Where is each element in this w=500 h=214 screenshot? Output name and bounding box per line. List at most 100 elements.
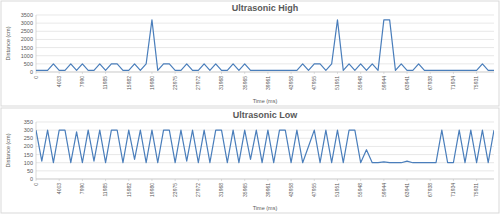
x-tick (430, 72, 431, 74)
x-tick (407, 179, 408, 181)
y-tick-label: 150 (24, 152, 33, 158)
grid-line (36, 39, 494, 40)
x-tick (337, 72, 338, 74)
y-tick-label: 1500 (21, 45, 33, 51)
x-tick (221, 72, 222, 74)
grid-line (36, 23, 494, 24)
x-tick-label: 55948 (357, 76, 363, 90)
x-tick (244, 179, 245, 181)
data-line (36, 20, 494, 70)
grid-line (36, 72, 494, 73)
grid-line (36, 31, 494, 32)
x-tick-label: 0 (33, 183, 39, 186)
x-tick (314, 179, 315, 181)
y-axis-title: Distance (cm) (5, 133, 11, 167)
x-tick-label: 15982 (126, 183, 132, 197)
y-axis-title: Distance (cm) (5, 26, 11, 60)
x-tick (360, 179, 361, 181)
x-tick-label: 31968 (218, 76, 224, 90)
x-tick (36, 72, 37, 74)
x-tick-label: 59944 (381, 183, 387, 197)
x-tick (198, 72, 199, 74)
x-axis-line (36, 179, 494, 180)
x-tick (314, 72, 315, 74)
x-tick-label: 63941 (404, 183, 410, 197)
x-tick-label: 71934 (450, 183, 456, 197)
x-tick-label: 27972 (195, 183, 201, 197)
x-tick (151, 72, 152, 74)
x-tick-label: 35965 (242, 183, 248, 197)
panel-frame (1, 1, 499, 106)
x-axis-line (36, 72, 494, 73)
x-tick (337, 179, 338, 181)
x-tick (383, 72, 384, 74)
data-group (36, 20, 494, 70)
grid-line (36, 170, 494, 171)
x-tick-label: 47955 (311, 183, 317, 197)
x-tick-label: 63941 (404, 76, 410, 90)
x-tick (198, 179, 199, 181)
x-tick-label: 75931 (473, 76, 479, 90)
data-group (36, 130, 494, 163)
x-tick (82, 72, 83, 74)
x-tick-label: 59944 (381, 76, 387, 90)
x-tick (128, 179, 129, 181)
y-tick-label: 0 (30, 69, 33, 75)
x-tick-label: 47955 (311, 76, 317, 90)
x-tick (291, 72, 292, 74)
x-tick (407, 72, 408, 74)
y-tick-label: 500 (24, 61, 33, 67)
x-tick-label: 35965 (242, 76, 248, 90)
grid-line (36, 179, 494, 180)
x-tick (36, 179, 37, 181)
x-tick (476, 72, 477, 74)
x-tick (105, 179, 106, 181)
grid-line (36, 138, 494, 139)
x-tick-label: 11985 (102, 183, 108, 197)
x-tick (291, 179, 292, 181)
y-tick-label: 1000 (21, 53, 33, 59)
grid-line (36, 47, 494, 48)
x-tick-label: 7990 (79, 183, 85, 194)
x-tick (59, 72, 60, 74)
chart-canvas: Ultrasonic High0500100015002000250030003… (0, 0, 500, 214)
x-tick-label: 4003 (56, 76, 62, 87)
x-tick-label: 51951 (334, 76, 340, 90)
y-tick-label: 250 (24, 135, 33, 141)
x-tick (453, 72, 454, 74)
x-tick (175, 179, 176, 181)
x-tick (430, 179, 431, 181)
panel-frame (1, 108, 499, 213)
x-tick-label: 39961 (265, 76, 271, 90)
x-tick-label: 19980 (149, 76, 155, 90)
x-tick-label: 0 (33, 76, 39, 79)
x-tick (175, 72, 176, 74)
y-tick-label: 0 (30, 176, 33, 182)
y-tick-label: 350 (24, 119, 33, 125)
x-tick-label: 55948 (357, 183, 363, 197)
x-tick-label: 7990 (79, 76, 85, 87)
grid-line (36, 130, 494, 131)
grid-line (36, 15, 494, 16)
chart-panel: Ultrasonic High0500100015002000250030003… (1, 1, 499, 106)
x-tick (151, 179, 152, 181)
y-tick-label: 3000 (21, 20, 33, 26)
x-tick-label: 11985 (102, 76, 108, 90)
y-tick-label: 3500 (21, 12, 33, 18)
y-axis-line (36, 15, 37, 72)
x-axis-title: Time (ms) (253, 205, 278, 211)
chart-title: Ultrasonic Low (233, 110, 299, 120)
x-tick-label: 15982 (126, 76, 132, 90)
y-tick-label: 300 (24, 127, 33, 133)
chart-title: Ultrasonic High (232, 3, 299, 13)
x-tick-label: 67938 (427, 183, 433, 197)
x-tick (383, 179, 384, 181)
chart-panel: Ultrasonic Low05010015020025030035004003… (1, 108, 499, 213)
x-tick-label: 19980 (149, 183, 155, 197)
grid-line (36, 63, 494, 64)
x-tick-label: 67938 (427, 76, 433, 90)
x-tick-label: 39961 (265, 183, 271, 197)
x-tick-label: 71934 (450, 76, 456, 90)
x-tick (59, 179, 60, 181)
grid-line (36, 55, 494, 56)
